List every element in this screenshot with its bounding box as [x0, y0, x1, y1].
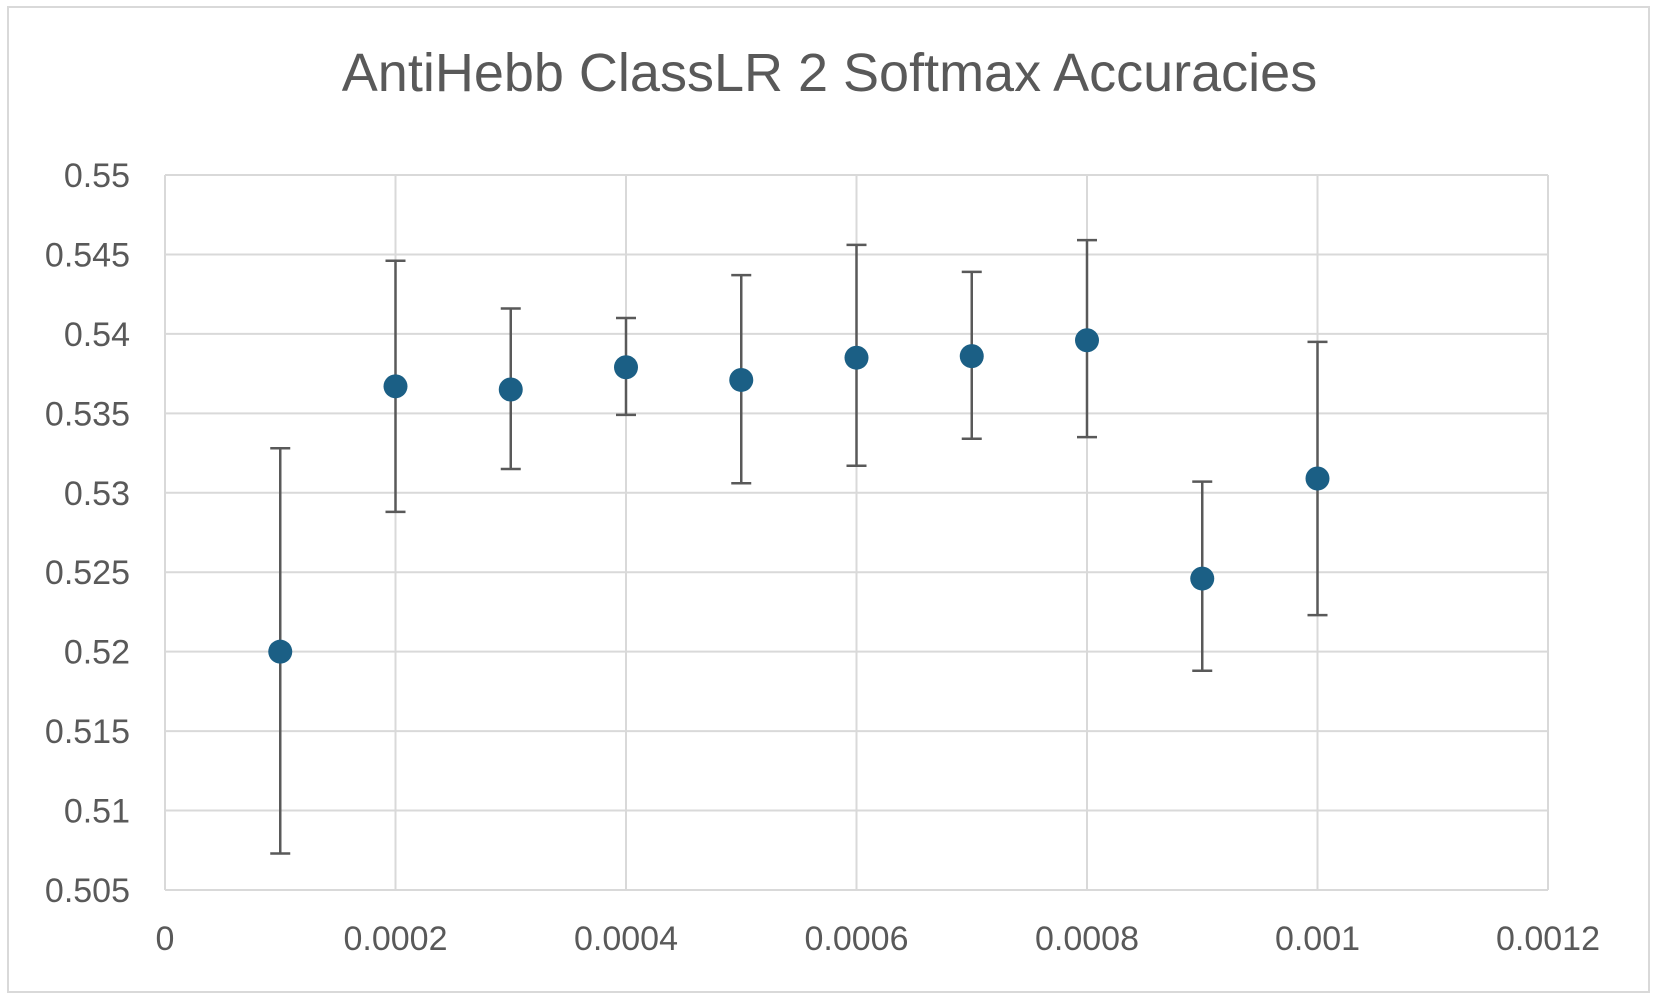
data-point: [268, 639, 293, 664]
y-tick-label: 0.535: [45, 395, 130, 433]
data-point: [1075, 328, 1099, 353]
x-tick-label: 0.0008: [1035, 920, 1139, 958]
x-tick-label: 0.0004: [574, 920, 678, 958]
data-point: [844, 345, 869, 370]
data-point: [614, 355, 638, 380]
y-tick-label: 0.54: [64, 316, 130, 354]
y-tick-label: 0.545: [45, 236, 130, 274]
data-point: [498, 377, 523, 402]
x-tick-label: 0.0006: [805, 920, 909, 958]
y-tick-label: 0.51: [64, 793, 130, 831]
data-point: [729, 367, 754, 392]
x-tick-label: 0.001: [1275, 920, 1360, 958]
x-tick-label: 0.0002: [344, 920, 448, 958]
y-tick-label: 0.52: [64, 634, 130, 672]
y-tick-label: 0.53: [64, 475, 130, 513]
y-tick-label: 0.525: [45, 554, 130, 592]
y-tick-label: 0.505: [45, 872, 130, 910]
chart-title: AntiHebb ClassLR 2 Softmax Accuracies: [341, 43, 1318, 103]
data-point: [1305, 466, 1330, 491]
y-tick-label: 0.515: [45, 713, 130, 751]
data-point: [383, 374, 408, 399]
data-point: [1190, 566, 1215, 591]
y-tick-label: 0.55: [64, 157, 130, 195]
x-tick-label: 0: [156, 920, 175, 958]
x-tick-label: 0.0012: [1496, 920, 1600, 958]
data-point: [959, 344, 984, 369]
